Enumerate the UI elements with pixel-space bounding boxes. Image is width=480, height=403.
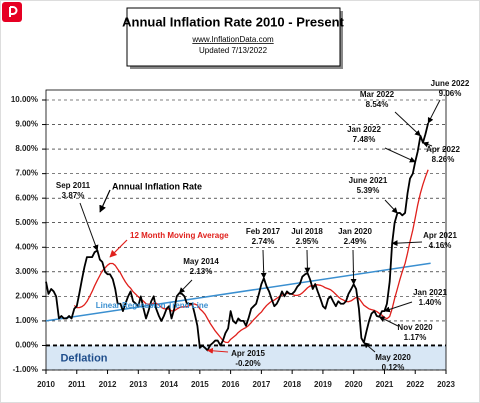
x-tick-label: 2022 xyxy=(406,380,424,389)
updated-date: Updated 7/13/2022 xyxy=(199,46,268,55)
x-tick-label: 2010 xyxy=(37,380,55,389)
annotation-value: 3.87% xyxy=(62,191,85,200)
series-line xyxy=(45,122,430,352)
x-tick-label: 2013 xyxy=(129,380,147,389)
plot-frame xyxy=(45,89,447,371)
y-tick-label: 5.00% xyxy=(15,218,38,227)
x-tick-label: 2011 xyxy=(68,380,86,389)
label-arrow xyxy=(99,189,111,213)
y-tick-label: 8.00% xyxy=(15,144,38,153)
annotation-value: 8.54% xyxy=(366,100,389,109)
annotation-value: 7.48% xyxy=(353,135,376,144)
x-tick-label: 2023 xyxy=(437,380,455,389)
series-label: Linear Regression Trend Line xyxy=(96,301,209,310)
y-tick-label: 4.00% xyxy=(15,242,38,251)
annotation-arrow xyxy=(384,199,398,214)
y-tick-label: 0.00% xyxy=(15,341,38,350)
series-line xyxy=(45,262,431,322)
annotation-value: 2.95% xyxy=(296,237,319,246)
annotation-date: Mar 2022 xyxy=(360,90,395,99)
x-tick-label: 2021 xyxy=(376,380,394,389)
chart-subtitle[interactable]: www.InflationData.com xyxy=(191,35,274,44)
x-tick-label: 2019 xyxy=(314,380,332,389)
plot-area: Deflation -1.00% 0.00% 1.00% 2.00% 3.00% 4.00%… xyxy=(11,79,470,389)
annotation-value: 1.40% xyxy=(419,298,442,307)
annotation-arrow xyxy=(304,249,311,274)
annotation-date: Jul 2018 xyxy=(291,227,323,236)
x-tick-label: 2017 xyxy=(252,380,270,389)
annotation-value: -0.20% xyxy=(235,359,260,368)
annotation-value: 0.12% xyxy=(382,363,405,372)
y-tick-label: 9.00% xyxy=(15,120,38,129)
y-tick-label: 2.00% xyxy=(15,291,38,300)
y-tick-label: -1.00% xyxy=(13,365,38,374)
annotation-date: Apr 2015 xyxy=(231,349,265,358)
annotation-arrow xyxy=(363,342,376,353)
annotation-arrow xyxy=(384,147,416,163)
chart-title: Annual Inflation Rate 2010 - Present xyxy=(122,14,344,29)
y-tick-label: 10.00% xyxy=(11,95,38,104)
annotation-value: 4.16% xyxy=(429,241,452,250)
annotation-arrow xyxy=(206,347,229,354)
annotation-value: 2.13% xyxy=(190,267,213,276)
annotation-arrow xyxy=(394,111,421,137)
annotation-value: 8.26% xyxy=(432,155,455,164)
annotation-arrow xyxy=(422,141,433,148)
series-label: Annual Inflation Rate xyxy=(112,181,202,191)
annotation-date: Apr 2022 xyxy=(426,145,460,154)
annotation-arrow xyxy=(378,316,399,327)
annotation-arrow xyxy=(391,240,423,247)
y-tick-label: 3.00% xyxy=(15,267,38,276)
deflation-band xyxy=(46,345,446,370)
annotation-date: Nov 2020 xyxy=(397,323,433,332)
annotation-arrow xyxy=(350,249,357,285)
y-tick-label: 6.00% xyxy=(15,193,38,202)
y-tick-label: 1.00% xyxy=(15,316,38,325)
annotation-value: 1.17% xyxy=(404,333,427,342)
annotation-arrow xyxy=(383,301,413,313)
x-tick-label: 2020 xyxy=(345,380,363,389)
annotation-value: 5.39% xyxy=(357,186,380,195)
x-tick-label: 2016 xyxy=(222,380,240,389)
annotation-arrow xyxy=(178,279,193,294)
pin-glyph xyxy=(9,6,18,17)
annotation-date: Sep 2011 xyxy=(56,181,91,190)
annotation-date: May 2020 xyxy=(375,353,411,362)
y-tick-label: 7.00% xyxy=(15,169,38,178)
series-label: 12 Month Moving Average xyxy=(130,231,229,240)
series-line xyxy=(73,169,429,344)
annotation-date: May 2014 xyxy=(183,257,219,266)
pin-icon[interactable] xyxy=(2,2,22,22)
annotation-arrow xyxy=(427,99,441,124)
annotation-value: 9.06% xyxy=(439,89,462,98)
x-tick-label: 2012 xyxy=(99,380,117,389)
annotation-date: Jan 2020 xyxy=(338,227,372,236)
annotation-date: Jan 2021 xyxy=(413,288,447,297)
annotation-value: 2.74% xyxy=(252,237,275,246)
annotation-arrow xyxy=(260,249,267,279)
annotation-value: 2.49% xyxy=(344,237,367,246)
annotation-date: June 2022 xyxy=(431,79,470,88)
x-tick-label: 2014 xyxy=(160,380,178,389)
title-box xyxy=(126,7,341,67)
annotation-arrow xyxy=(79,202,99,252)
label-arrow xyxy=(109,239,128,258)
deflation-label: Deflation xyxy=(60,353,107,365)
annotation-date: June 2021 xyxy=(349,176,388,185)
annotation-date: Apr 2021 xyxy=(423,231,457,240)
x-tick-label: 2015 xyxy=(191,380,209,389)
annotation-date: Jan 2022 xyxy=(347,125,381,134)
x-tick-label: 2018 xyxy=(283,380,301,389)
annotation-date: Feb 2017 xyxy=(246,227,281,236)
